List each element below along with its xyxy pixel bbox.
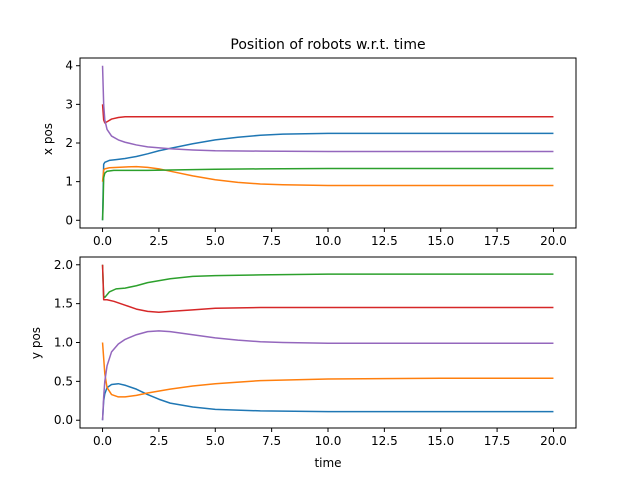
- x-tick-label: 2.5: [149, 434, 168, 448]
- y-tick-label: 1.5: [54, 297, 73, 311]
- series-line-3: [101, 167, 554, 221]
- y-tick-label: 1: [65, 175, 73, 189]
- x-tick-label: 7.5: [262, 234, 281, 248]
- y-tick-labels: 0.0 0.5 1.0 1.5 2.0: [54, 258, 80, 427]
- plot-frame: [79, 57, 577, 229]
- x-tick-label: 12.5: [371, 434, 398, 448]
- y-tick-label: 4: [65, 59, 73, 73]
- series-line-1: [101, 132, 554, 221]
- y-tick-label: 2.0: [54, 258, 73, 272]
- x-tick-label: 20.0: [540, 434, 567, 448]
- x-tick-label: 0.0: [93, 234, 112, 248]
- x-tick-label: 15.0: [427, 234, 454, 248]
- series-line-2: [101, 342, 554, 398]
- x-tick-label: 5.0: [206, 234, 225, 248]
- y-tick-label: 0.0: [54, 413, 73, 427]
- x-tick-label: 15.0: [427, 434, 454, 448]
- series-lines: [101, 264, 554, 421]
- x-tick-label: 2.5: [149, 234, 168, 248]
- y-tick-label: 0.5: [54, 374, 73, 388]
- y-tick-label: 2: [65, 136, 73, 150]
- x-tick-label: 7.5: [262, 434, 281, 448]
- x-tick-labels: 0.0 2.5 5.0 7.5 10.0 12.5 15.0 17.5 20.0: [93, 428, 567, 448]
- x-tick-labels: 0.0 2.5 5.0 7.5 10.0 12.5 15.0 17.5 20.0: [93, 228, 567, 248]
- series-line-4: [101, 264, 554, 313]
- y-tick-label: 1.0: [54, 336, 73, 350]
- series-line-3: [101, 264, 554, 299]
- chart-title: Position of robots w.r.t. time: [230, 37, 425, 53]
- x-tick-label: 10.0: [315, 234, 342, 248]
- plot-frame: [79, 256, 577, 429]
- x-tick-label: 17.5: [484, 234, 511, 248]
- x-tick-label: 12.5: [371, 234, 398, 248]
- x-pos-axis-label: x pos: [41, 123, 55, 155]
- series-line-5: [101, 65, 554, 153]
- x-tick-label: 17.5: [484, 434, 511, 448]
- x-tick-label: 0.0: [93, 434, 112, 448]
- series-line-5: [101, 330, 554, 421]
- series-line-2: [101, 165, 554, 187]
- x-tick-label: 10.0: [315, 434, 342, 448]
- x-tick-label: 5.0: [206, 434, 225, 448]
- series-line-4: [101, 104, 554, 124]
- y-tick-label: 3: [65, 97, 73, 111]
- x-position-subplot: Position of robots w.r.t. time x pos 0.0…: [41, 37, 577, 248]
- y-position-subplot: y pos time 0.0 2.5 5.0 7.5 10.0 12.5 15.0 17.5 2…: [29, 256, 577, 470]
- y-tick-label: 0: [65, 213, 73, 227]
- x-tick-label: 20.0: [540, 234, 567, 248]
- y-pos-axis-label: y pos: [29, 327, 43, 359]
- series-lines: [101, 65, 554, 221]
- series-line-1: [101, 382, 554, 421]
- time-axis-label: time: [314, 456, 341, 470]
- y-tick-labels: 0 1 2 3 4: [65, 59, 80, 227]
